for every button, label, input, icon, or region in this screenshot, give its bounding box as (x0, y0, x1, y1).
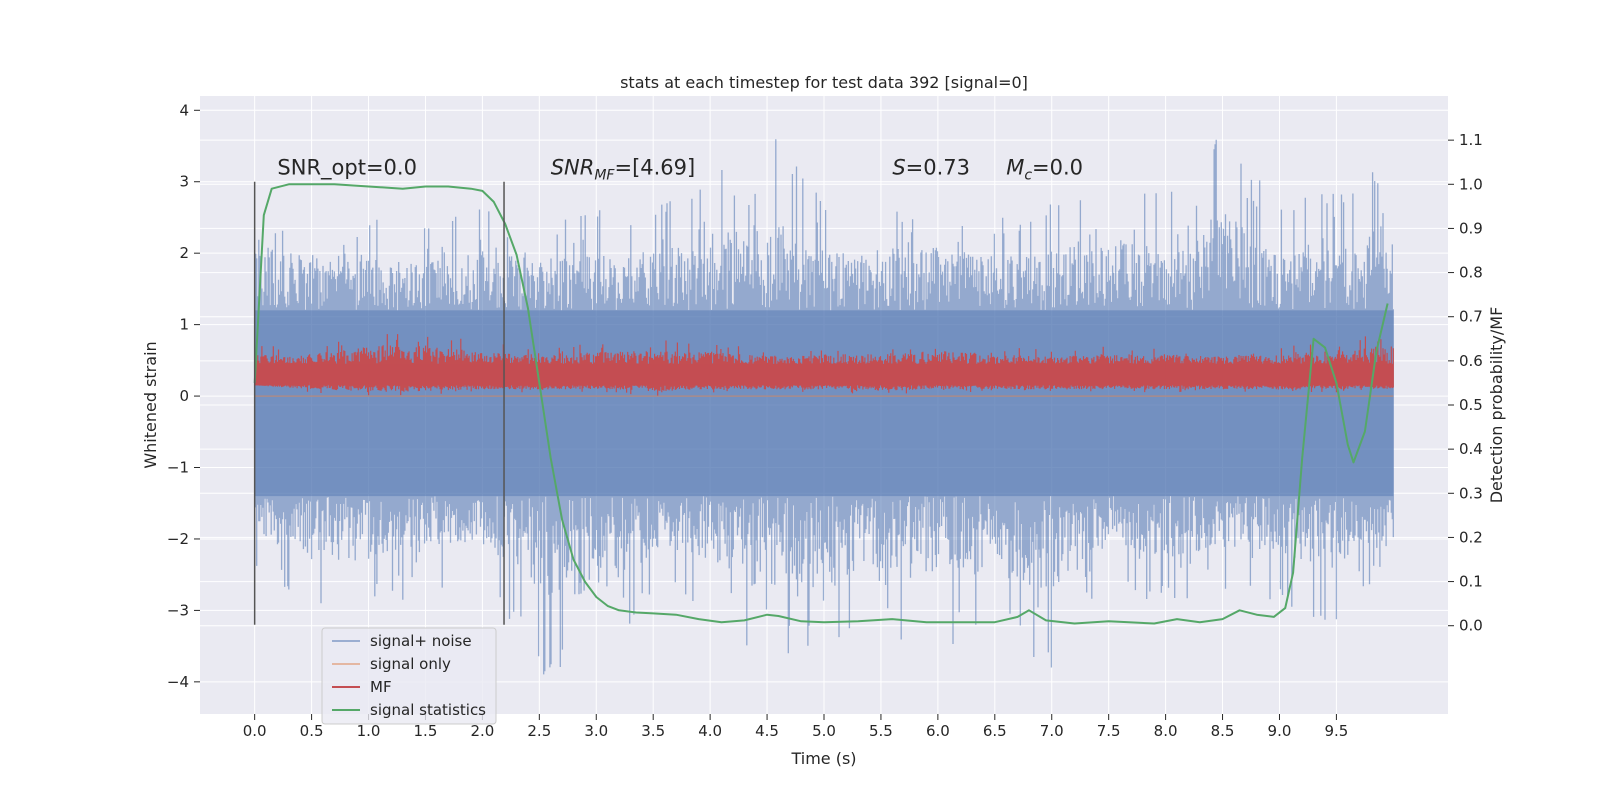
series-mf-core (254, 363, 1394, 386)
x-tick-label: 9.5 (1324, 722, 1348, 740)
x-tick-label: 5.0 (812, 722, 836, 740)
x-tick-label: 4.5 (755, 722, 779, 740)
y2-tick-label: 0.9 (1459, 219, 1483, 237)
y-axis-label: Whitened strain (141, 341, 160, 468)
x-axis-label: Time (s) (790, 749, 856, 768)
y2-tick-label: 0.4 (1459, 440, 1483, 458)
chart-title: stats at each timestep for test data 392… (620, 73, 1028, 92)
y2-tick-label: 0.6 (1459, 352, 1483, 370)
legend-label-mf: MF (370, 678, 392, 696)
annotation: Mc=0.0 (1006, 156, 1083, 184)
x-tick-label: 7.0 (1040, 722, 1064, 740)
y-tick-label: −1 (167, 459, 189, 477)
x-tick-label: 7.5 (1097, 722, 1121, 740)
y2-tick-label: 0.1 (1459, 573, 1483, 591)
x-tick-label: 1.5 (414, 722, 438, 740)
axes: 0.0 0.5 1.0 1.5 2.0 2.5 3.0 3.5 4.0 4.5 5.0 5.5 6.0 6… (167, 101, 1483, 740)
y-tick-label: 3 (179, 173, 189, 191)
x-tick-label: 2.5 (527, 722, 551, 740)
y2-tick-label: 0.7 (1459, 308, 1483, 326)
annotation: S=0.73 (892, 156, 970, 180)
y-tick-label: 1 (179, 316, 189, 334)
y2-tick-label: 0.3 (1459, 484, 1483, 502)
x-tick-label: 9.0 (1268, 722, 1292, 740)
y-tick-label: −4 (167, 673, 189, 691)
x-tick-label: 4.0 (698, 722, 722, 740)
x-tick-label: 8.5 (1211, 722, 1235, 740)
y2-tick-label: 0.0 (1459, 617, 1483, 635)
annotation: SNR_opt=0.0 (277, 156, 417, 181)
legend-box (321, 627, 497, 725)
y-tick-label: 4 (179, 101, 189, 119)
y-tick-label: −3 (167, 601, 189, 619)
x-tick-label: 6.5 (983, 722, 1007, 740)
x-tick-label: 6.0 (926, 722, 950, 740)
x-tick-label: 0.5 (300, 722, 324, 740)
legend-label-signal-only: signal only (370, 655, 451, 673)
series-signal-statistics (253, 183, 1389, 625)
x-tick-label: 1.0 (357, 722, 381, 740)
x-tick-label: 3.5 (641, 722, 665, 740)
legend-label-signal-statistics: signal statistics (370, 701, 486, 719)
legend: signal+ noise signal only MF signal stat… (321, 627, 497, 725)
x-tick-label: 5.5 (869, 722, 893, 740)
y2-axis-label: Detection probability/MF (1487, 307, 1506, 504)
legend-label-signal-noise: signal+ noise (370, 632, 472, 650)
series-signal-noise-core (254, 310, 1394, 497)
y2-tick-label: 0.2 (1459, 528, 1483, 546)
y-tick-label: 0 (179, 387, 189, 405)
annotation: SNRMF=[4.69] (551, 156, 696, 184)
annotations: SNR_opt=0.0 SNRMF=[4.69] S=0.73 Mc=0.0 (277, 156, 1083, 184)
x-tick-label: 8.0 (1154, 722, 1178, 740)
x-tick-label: 3.0 (584, 722, 608, 740)
y2-tick-label: 0.5 (1459, 396, 1483, 414)
x-tick-label: 0.0 (243, 722, 267, 740)
vertical-markers (253, 181, 505, 625)
y2-tick-label: 0.8 (1459, 264, 1483, 282)
x-tick-label: 2.0 (470, 722, 494, 740)
y2-tick-label: 1.1 (1459, 131, 1483, 149)
series-layer (253, 139, 1394, 675)
y-tick-label: 2 (179, 244, 189, 262)
y2-tick-label: 1.0 (1459, 175, 1483, 193)
y-tick-label: −2 (167, 530, 189, 548)
